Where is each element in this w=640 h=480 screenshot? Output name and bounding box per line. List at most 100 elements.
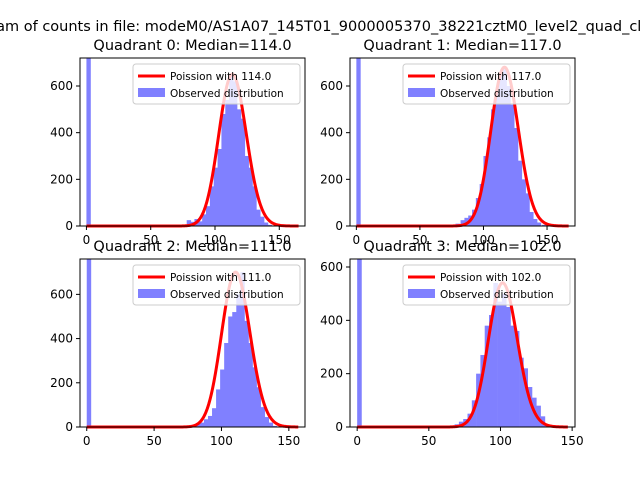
legend: Poission with 111.0 Observed distribution <box>132 264 301 306</box>
y-tick-label: 400 <box>50 332 73 346</box>
histogram-bar <box>236 294 241 427</box>
y-tick-label: 400 <box>320 126 343 140</box>
legend-label-fit: Poission with 114.0 <box>170 71 271 83</box>
y-tick-label: 0 <box>65 219 73 233</box>
histogram-bar <box>86 58 91 226</box>
histogram-bar <box>207 415 213 427</box>
histogram-bars <box>356 58 547 227</box>
histogram-bar <box>202 214 207 226</box>
y-tick-label: 200 <box>50 172 73 186</box>
histogram-bar <box>479 184 484 226</box>
histogram-bar <box>502 67 507 226</box>
x-tick-label: 50 <box>412 233 427 247</box>
y-tick-label: 200 <box>320 172 343 186</box>
legend: Poission with 102.0 Observed distribution <box>402 264 571 306</box>
histogram-bar <box>212 408 217 427</box>
x-tick-label: 0 <box>353 434 361 448</box>
histogram-bar <box>198 221 203 226</box>
histogram-bar <box>510 104 515 226</box>
y-tick-label: 600 <box>320 79 343 93</box>
histogram-bar <box>533 219 538 226</box>
histogram-bar <box>510 325 516 427</box>
y-tick-label: 0 <box>335 420 343 434</box>
histogram-bar <box>256 387 261 427</box>
legend-frame <box>402 63 571 105</box>
subplot-title: Quadrant 0: Median=114.0 <box>93 38 291 54</box>
x-tick-label: 150 <box>268 233 291 247</box>
y-tick-label: 600 <box>50 287 73 301</box>
histogram-bar <box>357 259 362 427</box>
x-tick-label: 100 <box>204 233 227 247</box>
histogram-bar <box>256 209 261 226</box>
subplot-title: Quadrant 1: Median=117.0 <box>363 38 561 54</box>
axes-frame <box>79 258 306 428</box>
histogram-bar <box>260 407 265 427</box>
histogram-bar <box>501 293 507 427</box>
histogram-bar <box>267 224 273 226</box>
y-tick-label: 0 <box>65 420 73 434</box>
histogram-bar <box>489 315 494 427</box>
histogram-bar <box>519 357 524 427</box>
legend-label-observed: Observed distribution <box>170 289 284 301</box>
x-tick-label: 0 <box>83 233 91 247</box>
x-tick-label: 150 <box>561 434 584 448</box>
histogram-bar <box>480 355 485 427</box>
histogram-bar <box>529 212 534 226</box>
histogram-bar <box>484 325 490 427</box>
histogram-bar <box>541 224 547 226</box>
histogram-bar <box>244 156 249 226</box>
x-tick-label: 50 <box>421 434 436 448</box>
axes-frame <box>349 258 576 428</box>
subplot-quadrant-2: Quadrant 2: Median=111.0 0 50 100 150 0 200 400… <box>50 239 306 448</box>
histogram-bar <box>460 220 465 226</box>
legend-frame <box>132 63 301 105</box>
subplot-quadrant-0: Quadrant 0: Median=114.0 0 50 100 150 0 200 400… <box>50 38 306 247</box>
x-tick-label: 100 <box>472 233 495 247</box>
histogram-bar <box>497 301 503 427</box>
histogram-bar <box>216 389 221 427</box>
histogram-bar <box>527 387 533 427</box>
histogram-bar <box>240 118 246 226</box>
y-tick-label: 200 <box>50 376 73 390</box>
histogram-bar <box>487 137 492 226</box>
legend-frame <box>132 264 301 306</box>
subplots-grid: Quadrant 0: Median=114.0 0 50 100 150 0 200 400… <box>50 38 583 448</box>
histogram-bar <box>224 343 229 427</box>
subplot-quadrant-3: Quadrant 3: Median=102.0 0 50 100 150 0 200 400… <box>320 239 583 448</box>
histogram-bar <box>221 114 226 226</box>
legend: Poission with 117.0 Observed distribution <box>402 63 571 105</box>
x-tick-label: 50 <box>143 233 158 247</box>
histogram-bars <box>86 259 278 427</box>
legend-frame <box>402 264 571 306</box>
histogram-bar <box>186 220 192 226</box>
subplot-title: Quadrant 2: Median=111.0 <box>93 239 291 255</box>
y-tick-label: 600 <box>320 260 343 274</box>
histogram-bar <box>233 81 238 226</box>
histogram-bar <box>513 128 519 226</box>
histogram-bar <box>272 425 278 427</box>
histogram-bar <box>225 100 230 226</box>
legend-label-observed: Observed distribution <box>440 289 554 301</box>
histogram-bar <box>252 186 257 226</box>
histogram-bar <box>252 367 257 427</box>
subplot-quadrant-1: Quadrant 1: Median=117.0 0 50 100 150 0 200 400… <box>320 38 576 247</box>
histogram-bar <box>476 373 481 427</box>
histogram-bar <box>236 109 242 226</box>
legend: Poission with 114.0 Observed distribution <box>132 63 301 105</box>
histogram-bar <box>203 419 209 427</box>
histogram-bar <box>263 222 269 226</box>
histogram-bar <box>213 167 219 226</box>
histogram-bar <box>240 272 245 427</box>
x-tick-label: 150 <box>277 434 300 448</box>
figure-suptitle: Histogram of counts in file: modeM0/AS1A… <box>0 19 640 35</box>
histogram-bar <box>506 307 511 427</box>
legend-label-observed: Observed distribution <box>170 88 284 100</box>
legend-bar-swatch <box>408 289 435 298</box>
histogram-bar <box>536 222 542 226</box>
histogram-bar <box>472 209 477 226</box>
x-tick-label: 100 <box>489 434 512 448</box>
histogram-bar <box>228 316 233 427</box>
histogram-bar <box>264 417 270 427</box>
legend-bar-swatch <box>138 88 165 97</box>
